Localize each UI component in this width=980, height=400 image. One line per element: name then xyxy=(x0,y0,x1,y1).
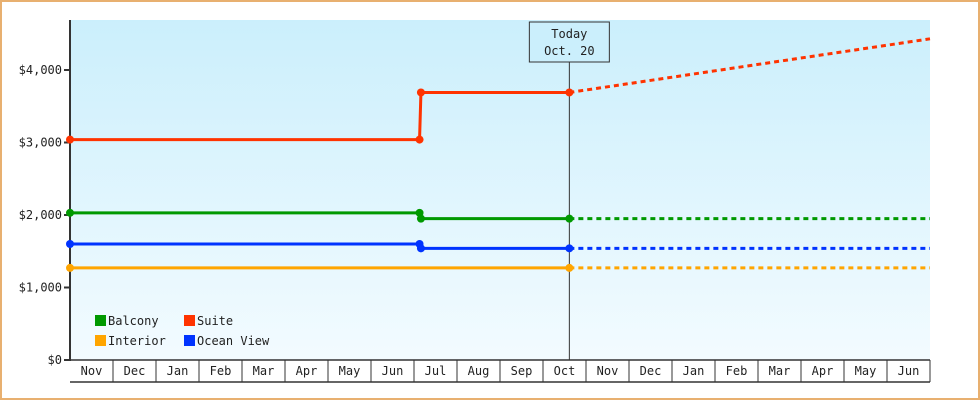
data-point-suite xyxy=(416,88,425,97)
y-tick-label: $0 xyxy=(48,353,62,367)
x-tick-label: Dec xyxy=(640,364,662,378)
data-point-balcony xyxy=(416,214,425,223)
data-point-suite xyxy=(415,135,424,144)
x-tick-label: Feb xyxy=(210,364,232,378)
x-tick-label: Sep xyxy=(511,364,533,378)
legend-label: Suite xyxy=(197,314,233,328)
y-tick-label: $4,000 xyxy=(19,63,62,77)
today-box xyxy=(528,21,610,63)
x-tick-label: May xyxy=(339,364,361,378)
x-tick-label: Aug xyxy=(468,364,490,378)
projection-line-suite xyxy=(569,37,931,94)
legend-label: Balcony xyxy=(108,314,159,328)
data-point-suite xyxy=(565,88,574,97)
data-point-suite xyxy=(66,135,74,144)
today-date: Oct. 20 xyxy=(544,44,595,58)
data-point-interior xyxy=(66,263,74,272)
data-point-ocean-view xyxy=(565,244,574,253)
x-tick-label: Jun xyxy=(382,364,404,378)
today-label: Today xyxy=(551,27,587,41)
legend-label: Interior xyxy=(108,334,166,348)
data-point-interior xyxy=(565,263,574,272)
x-tick-label: Jun xyxy=(898,364,920,378)
data-point-ocean-view xyxy=(66,240,74,248)
x-tick-label: Jan xyxy=(167,364,189,378)
plot-area xyxy=(70,20,930,360)
legend-swatch xyxy=(95,335,106,346)
x-tick-label: Feb xyxy=(726,364,748,378)
series-line-suite xyxy=(70,90,570,142)
data-point-ocean-view xyxy=(416,244,425,253)
x-tick-label: Jan xyxy=(683,364,705,378)
x-tick-label: Nov xyxy=(597,364,619,378)
legend-swatch xyxy=(184,335,195,346)
x-tick-label: Oct xyxy=(554,364,576,378)
legend-swatch xyxy=(95,315,106,326)
x-tick-label: Dec xyxy=(124,364,146,378)
y-tick-label: $3,000 xyxy=(19,136,62,150)
x-tick-label: Apr xyxy=(812,364,834,378)
x-tick-label: Mar xyxy=(253,364,275,378)
x-tick-label: Apr xyxy=(296,364,318,378)
y-tick-label: $1,000 xyxy=(19,281,62,295)
data-point-balcony xyxy=(66,208,74,217)
y-tick-label: $2,000 xyxy=(19,208,62,222)
x-tick-label: Nov xyxy=(81,364,103,378)
x-tick-label: Jul xyxy=(425,364,447,378)
x-tick-label: May xyxy=(855,364,877,378)
data-point-balcony xyxy=(565,214,574,223)
x-tick-label: Mar xyxy=(769,364,791,378)
legend-swatch xyxy=(184,315,195,326)
legend-label: Ocean View xyxy=(197,334,270,348)
